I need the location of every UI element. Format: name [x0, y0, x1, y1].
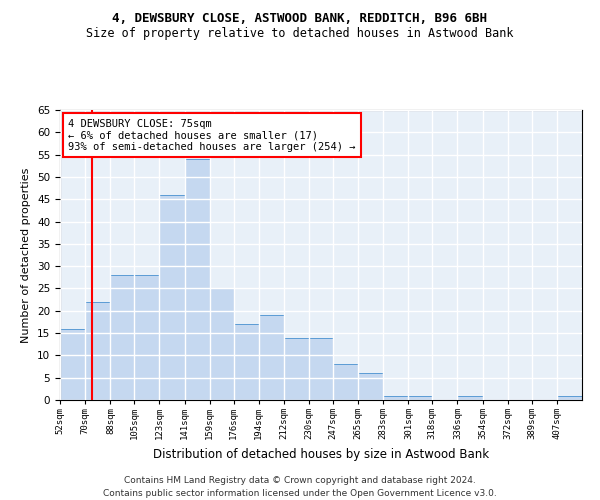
Bar — [284, 338, 309, 400]
Bar — [333, 364, 358, 400]
Bar — [233, 324, 259, 400]
Bar — [259, 315, 284, 400]
Bar — [358, 373, 383, 400]
Bar — [60, 328, 85, 400]
Bar — [383, 396, 409, 400]
Bar — [134, 275, 160, 400]
X-axis label: Distribution of detached houses by size in Astwood Bank: Distribution of detached houses by size … — [153, 448, 489, 460]
Bar — [557, 396, 582, 400]
Text: 4, DEWSBURY CLOSE, ASTWOOD BANK, REDDITCH, B96 6BH: 4, DEWSBURY CLOSE, ASTWOOD BANK, REDDITC… — [113, 12, 487, 26]
Y-axis label: Number of detached properties: Number of detached properties — [22, 168, 31, 342]
Bar — [210, 288, 233, 400]
Bar — [409, 396, 432, 400]
Bar — [185, 159, 210, 400]
Text: Contains HM Land Registry data © Crown copyright and database right 2024.: Contains HM Land Registry data © Crown c… — [124, 476, 476, 485]
Bar — [110, 275, 134, 400]
Text: Size of property relative to detached houses in Astwood Bank: Size of property relative to detached ho… — [86, 28, 514, 40]
Bar — [457, 396, 482, 400]
Text: 4 DEWSBURY CLOSE: 75sqm
← 6% of detached houses are smaller (17)
93% of semi-det: 4 DEWSBURY CLOSE: 75sqm ← 6% of detached… — [68, 118, 355, 152]
Text: Contains public sector information licensed under the Open Government Licence v3: Contains public sector information licen… — [103, 489, 497, 498]
Bar — [160, 195, 185, 400]
Bar — [85, 302, 110, 400]
Bar — [309, 338, 333, 400]
